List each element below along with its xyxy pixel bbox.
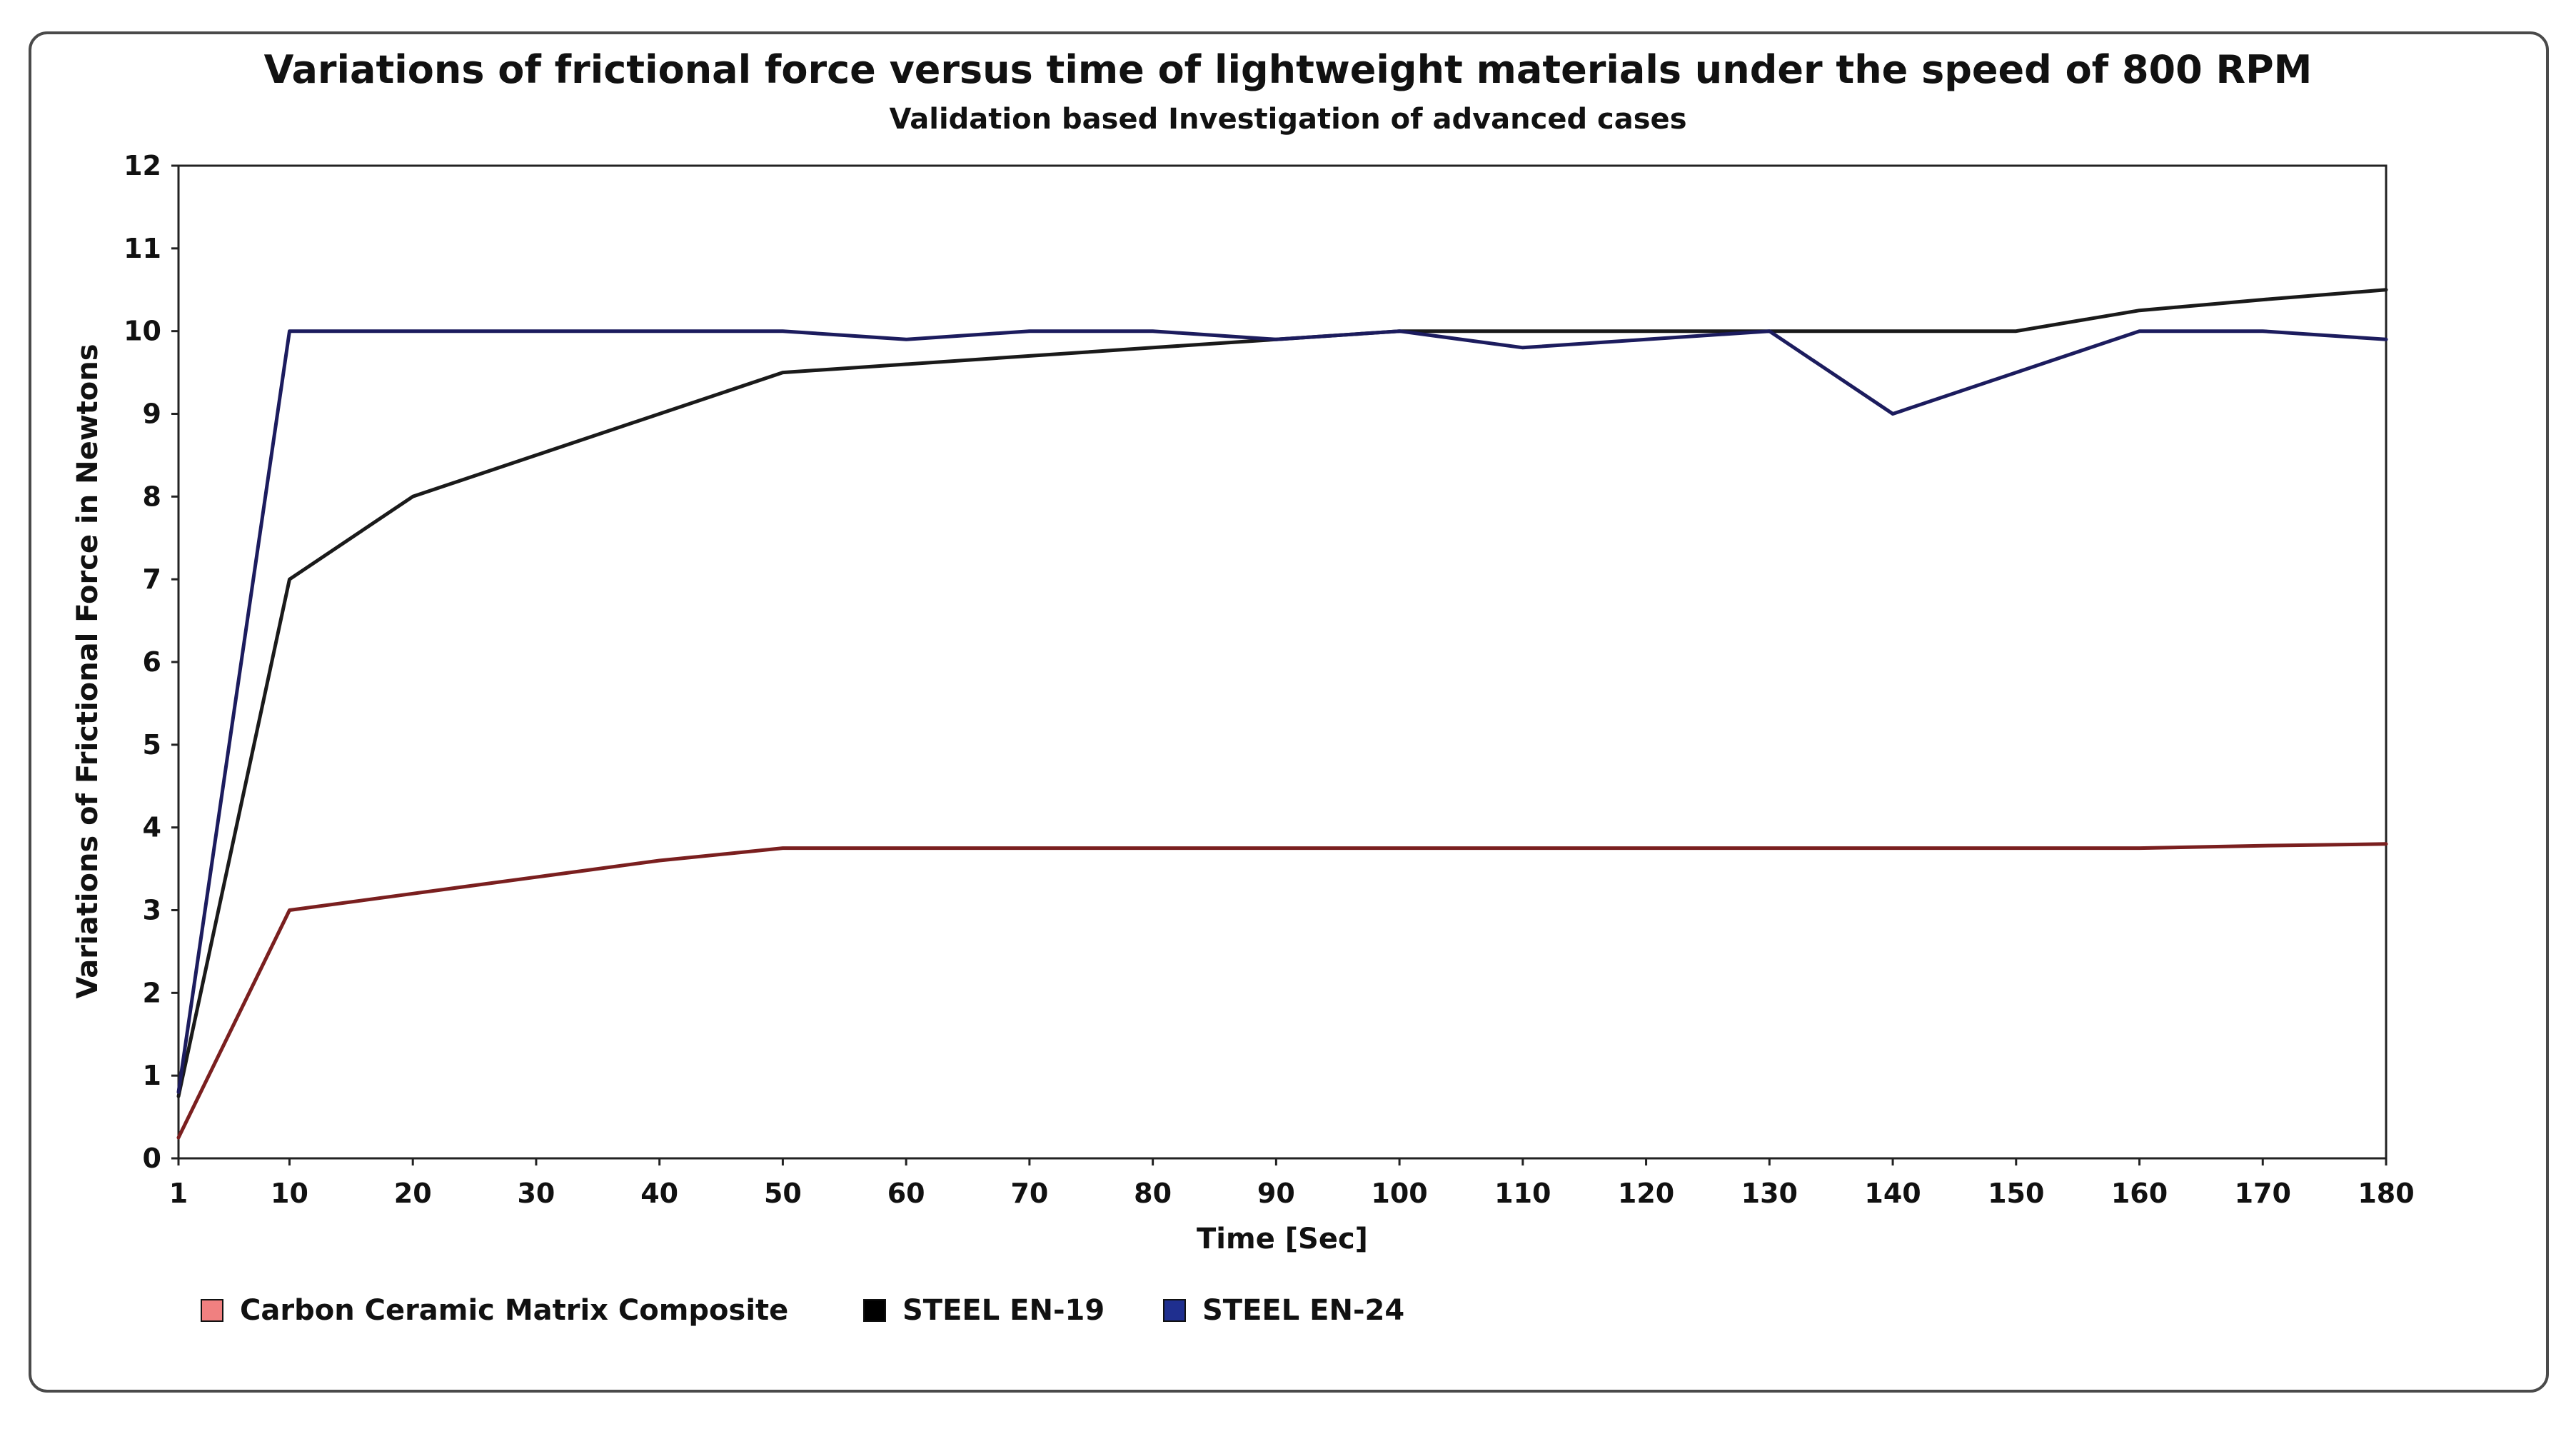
y-tick-label: 8 (143, 481, 161, 512)
y-tick-label: 10 (124, 316, 161, 347)
legend-label: Carbon Ceramic Matrix Composite (240, 1294, 788, 1327)
x-tick-label: 80 (1134, 1178, 1172, 1209)
x-tick-label: 50 (764, 1178, 802, 1209)
x-tick-label: 120 (1618, 1178, 1674, 1209)
y-tick-label: 12 (124, 150, 161, 181)
x-axis-ticks: 1 10 20 30 40 50 60 70 80 90 100 110 120 130 140 150 160… (169, 1158, 2415, 1209)
series-line-steel-en-24 (176, 329, 2388, 1094)
y-tick-label: 11 (124, 233, 161, 264)
y-tick-label: 5 (143, 729, 161, 761)
x-tick-label: 40 (640, 1178, 678, 1209)
y-tick-label: 4 (143, 812, 161, 843)
plot-area (177, 164, 2388, 1160)
y-tick-label: 3 (143, 895, 161, 926)
legend: Carbon Ceramic Matrix Composite STEEL EN-… (201, 1294, 1404, 1327)
x-axis-label: Time [Sec] (1197, 1223, 1368, 1255)
x-tick-label: 100 (1371, 1178, 1427, 1209)
x-tick-label: 70 (1010, 1178, 1048, 1209)
x-tick-label: 90 (1257, 1178, 1295, 1209)
x-tick-label: 1 (169, 1178, 188, 1209)
y-tick-label: 6 (143, 646, 161, 678)
legend-swatch (1163, 1299, 1186, 1322)
x-tick-label: 30 (517, 1178, 555, 1209)
legend-swatch (201, 1299, 223, 1322)
x-tick-label: 150 (1988, 1178, 2044, 1209)
chart-title: Variations of frictional force versus ti… (264, 47, 2313, 92)
y-tick-label: 0 (143, 1143, 161, 1174)
x-tick-label: 160 (2111, 1178, 2168, 1209)
chart-subtitle: Validation based Investigation of advanc… (889, 103, 1686, 136)
x-tick-label: 10 (271, 1178, 308, 1209)
x-tick-label: 180 (2358, 1178, 2414, 1209)
legend-swatch (863, 1299, 886, 1322)
series-line-carbon-ceramic-matrix-composite (176, 842, 2388, 1140)
y-tick-label: 9 (143, 398, 161, 430)
legend-label: STEEL EN-24 (1202, 1294, 1404, 1327)
legend-label: STEEL EN-19 (902, 1294, 1105, 1327)
y-tick-label: 7 (143, 563, 161, 595)
x-tick-label: 140 (1864, 1178, 1921, 1209)
x-tick-label: 60 (887, 1178, 925, 1209)
y-tick-label: 2 (143, 977, 161, 1008)
series-lines (176, 288, 2388, 1140)
x-tick-label: 110 (1494, 1178, 1551, 1209)
x-tick-label: 20 (394, 1178, 432, 1209)
x-tick-label: 130 (1741, 1178, 1798, 1209)
x-tick-label: 170 (2235, 1178, 2291, 1209)
y-axis-label: Variations of Frictional Force in Newton… (71, 344, 104, 998)
y-tick-label: 1 (143, 1060, 161, 1091)
